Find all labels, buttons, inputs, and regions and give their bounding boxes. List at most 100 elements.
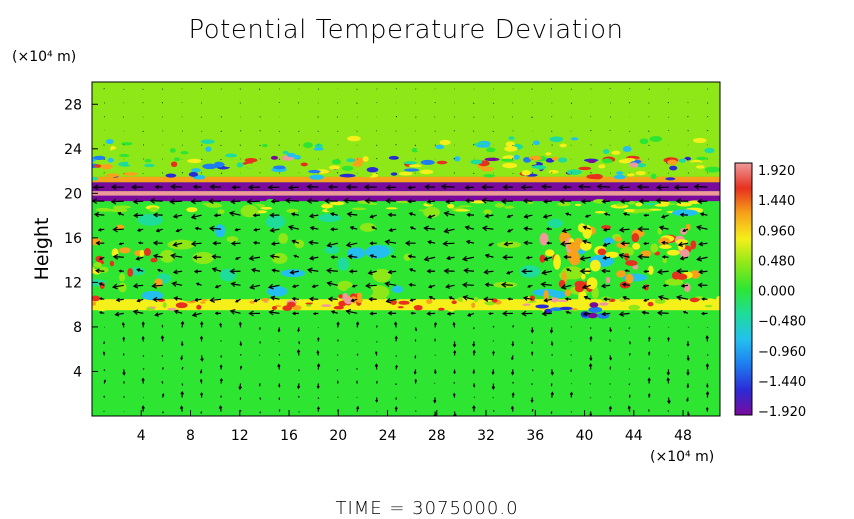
field-feature	[244, 163, 260, 169]
wind-vector-187	[629, 341, 631, 345]
wind-vector-401	[427, 240, 436, 245]
wind-vector-31	[705, 406, 709, 412]
wind-vector-286	[676, 294, 689, 301]
wind-vector-125	[666, 369, 671, 376]
wind-vector-421	[194, 226, 202, 231]
field-feature	[659, 244, 672, 249]
field-feature	[282, 150, 289, 155]
field-feature	[535, 304, 549, 309]
wind-vector-108	[336, 369, 339, 372]
field-feature	[603, 237, 615, 245]
field-feature	[571, 308, 579, 311]
wind-vector-82	[453, 382, 456, 384]
field-feature	[529, 155, 542, 161]
wind-vector-245	[502, 310, 513, 317]
wind-vector-6	[218, 405, 223, 412]
wind-vector-242	[446, 311, 455, 316]
field-feature	[622, 146, 632, 152]
field-feature	[521, 170, 531, 176]
wind-vector-191	[705, 335, 709, 342]
wind-vector-410	[602, 242, 611, 247]
field-feature	[689, 162, 704, 166]
field-feature	[559, 306, 573, 311]
field-band-1	[92, 299, 720, 311]
wind-vector-526	[363, 184, 377, 190]
wind-vector-454	[213, 213, 222, 218]
field-feature	[321, 304, 332, 307]
wind-vector-128	[102, 351, 106, 356]
wind-vector-154	[609, 355, 613, 361]
wind-vector-292	[171, 281, 183, 287]
wind-vector-89	[589, 383, 592, 385]
wind-vector-325	[193, 269, 202, 274]
field-feature	[639, 138, 649, 145]
colorbar-label-3: 0.480	[758, 254, 795, 269]
wind-vector-489	[270, 199, 280, 204]
field-feature	[580, 273, 586, 280]
field-band-5	[92, 182, 720, 192]
field-feature	[294, 239, 305, 249]
wind-vector-25	[589, 411, 593, 416]
field-band-4	[92, 191, 720, 196]
wind-vector-294	[214, 284, 222, 289]
wind-vector-183	[550, 341, 554, 347]
wind-vector-336	[409, 268, 416, 272]
wind-vector-317	[662, 283, 669, 288]
field-feature	[219, 268, 237, 282]
wind-vector-84	[491, 383, 496, 391]
field-feature	[597, 248, 607, 256]
wind-vector-311	[540, 281, 552, 288]
wind-vector-326	[211, 267, 222, 273]
field-feature	[557, 157, 568, 163]
wind-vector-270	[368, 297, 377, 302]
field-feature	[594, 210, 606, 214]
field-feature	[533, 140, 540, 146]
wind-vector-164	[180, 341, 184, 347]
wind-vector-290	[132, 283, 144, 289]
wind-vector-406	[523, 240, 533, 246]
wind-vector-469	[506, 214, 514, 219]
wind-vector-309	[500, 281, 513, 288]
wind-vector-266	[291, 296, 299, 301]
field-feature	[302, 155, 310, 160]
field-feature	[392, 285, 404, 294]
wind-vector-361	[269, 253, 280, 260]
wind-vector-274	[448, 296, 455, 300]
wind-vector-485	[190, 198, 202, 205]
wind-vector-483	[149, 197, 163, 204]
time-label: TIME = 3075000.0	[335, 498, 518, 519]
y-axis-unit: (×10⁴ m)	[12, 49, 76, 65]
field-feature	[549, 136, 564, 143]
field-feature	[271, 305, 277, 310]
field-feature	[476, 144, 490, 148]
wind-vector-438	[523, 226, 533, 232]
field-feature	[635, 208, 652, 213]
x-tick-label-0: 4	[137, 428, 146, 444]
wind-vector-446	[682, 228, 689, 233]
wind-vector-170	[298, 341, 301, 345]
field-feature	[109, 260, 115, 267]
wind-vector-425	[269, 227, 280, 233]
wind-vector-21	[510, 405, 515, 412]
wind-vector-694	[531, 116, 533, 118]
field-feature	[678, 158, 687, 163]
wind-vector-482	[132, 198, 144, 205]
wind-vector-100	[181, 366, 184, 370]
wind-vector-417	[112, 226, 124, 233]
wind-vector-151	[551, 353, 553, 356]
wind-vector-248	[565, 310, 572, 315]
field-feature	[675, 239, 688, 245]
field-feature	[144, 158, 152, 163]
field-feature	[502, 162, 518, 169]
wind-vector-189	[667, 336, 670, 342]
field-feature	[504, 205, 515, 209]
field-feature	[618, 159, 632, 164]
wind-vector-479	[699, 212, 708, 217]
field-feature	[261, 143, 268, 148]
field-feature	[588, 306, 603, 313]
wind-vector-370	[446, 255, 455, 261]
field-feature	[583, 230, 589, 237]
wind-vector-147	[472, 349, 476, 356]
wind-vector-93	[666, 377, 670, 384]
field-feature	[636, 163, 646, 168]
